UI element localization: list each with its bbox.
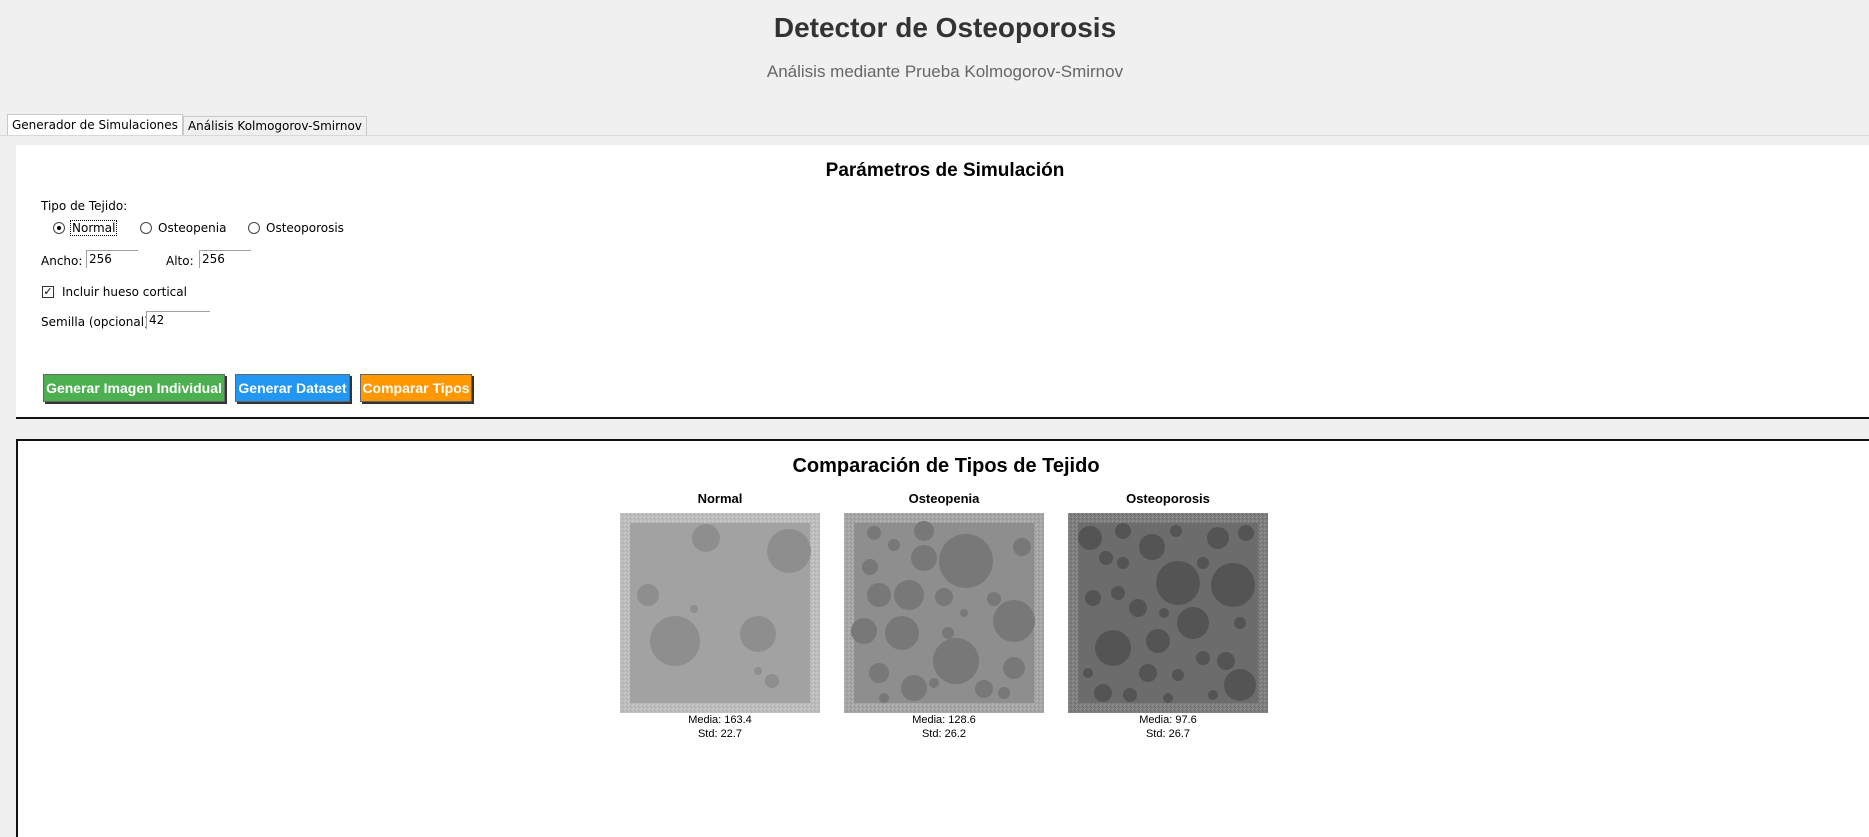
comparison-title: Comparación de Tipos de Tejido (792, 455, 1100, 477)
thumb-osteopenia-title: Osteopenia (908, 491, 980, 506)
parameters-title: Parámetros de Simulación (825, 160, 1065, 181)
thumb-osteoporosis-std: Std: 26.7 (1145, 728, 1191, 740)
thumb-osteoporosis-title: Osteoporosis (1126, 491, 1210, 506)
seed-label: Semilla (opcional): (41, 315, 153, 329)
radio-osteopenia-indicator[interactable] (140, 222, 152, 234)
comparison-panel: Comparación de Tipos de Tejido Normal (16, 439, 1869, 837)
thumb-normal-title: Normal (697, 491, 743, 506)
generate-single-button[interactable]: Generar Imagen Individual (43, 374, 225, 402)
parameters-panel: Parámetros de Simulación Tipo de Tejido:… (16, 145, 1869, 419)
radio-osteoporosis-indicator[interactable] (248, 222, 260, 234)
tab-bar: Generador de Simulaciones Análisis Kolmo… (7, 114, 367, 136)
app-subtitle: Análisis mediante Prueba Kolmogorov-Smir… (766, 62, 1124, 81)
thumb-osteopenia: Osteopenia (844, 491, 1044, 741)
tab-generador[interactable]: Generador de Simulaciones (7, 114, 183, 136)
height-input[interactable]: 256 (199, 250, 251, 268)
thumb-osteoporosis-image (1068, 513, 1268, 713)
radio-osteoporosis[interactable]: Osteoporosis (248, 221, 344, 235)
checkbox-check-icon[interactable]: ✓ (42, 285, 54, 298)
cortical-label: Incluir hueso cortical (62, 285, 187, 299)
compare-types-button[interactable]: Comparar Tipos (360, 374, 472, 402)
width-label: Ancho: (41, 254, 83, 268)
radio-normal-indicator[interactable] (53, 222, 65, 234)
width-input[interactable]: 256 (86, 250, 138, 268)
thumb-normal-image (620, 513, 820, 713)
radio-osteopenia[interactable]: Osteopenia (140, 221, 226, 235)
thumb-osteopenia-std: Std: 26.2 (921, 728, 967, 740)
cortical-checkbox[interactable]: ✓ Incluir hueso cortical (42, 285, 187, 299)
thumb-osteopenia-media: Media: 128.6 (912, 714, 976, 726)
radio-osteopenia-label: Osteopenia (158, 221, 227, 235)
generate-dataset-button[interactable]: Generar Dataset (235, 374, 350, 402)
thumb-osteopenia-image (844, 513, 1044, 713)
app-title: Detector de Osteoporosis (773, 12, 1117, 43)
radio-normal-label: Normal (69, 220, 118, 236)
tab-divider (0, 135, 1869, 136)
thumb-normal-std: Std: 22.7 (697, 728, 743, 740)
radio-osteoporosis-label: Osteoporosis (266, 221, 344, 235)
radio-normal[interactable]: Normal (53, 220, 118, 236)
thumb-normal-media: Media: 163.4 (688, 714, 752, 726)
thumb-normal: Normal (620, 491, 820, 741)
tissue-type-label: Tipo de Tejido: (41, 199, 128, 213)
seed-input[interactable]: 42 (146, 311, 210, 329)
thumb-osteoporosis: Osteoporosis (1068, 491, 1268, 741)
thumb-osteoporosis-media: Media: 97.6 (1139, 714, 1197, 726)
tab-analisis-ks[interactable]: Análisis Kolmogorov-Smirnov (182, 116, 367, 136)
height-label: Alto: (166, 254, 194, 268)
